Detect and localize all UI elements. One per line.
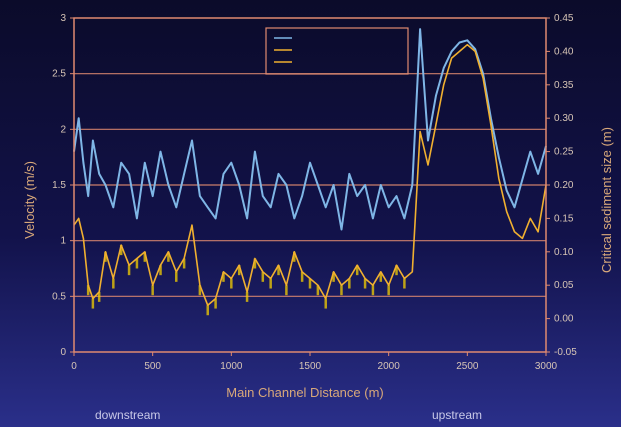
y-right-tick-label-3: 0.10 bbox=[554, 247, 574, 258]
x-tick-label-6: 3000 bbox=[535, 361, 558, 372]
x-tick-label-5: 2500 bbox=[456, 361, 479, 372]
x-axis-ticks: 0 500 1000 1500 2000 2500 3000 bbox=[71, 352, 558, 372]
y-left-tick-label-0: 0 bbox=[60, 347, 66, 358]
y-right-tick-label-4: 0.15 bbox=[554, 213, 574, 224]
y-left-axis-ticks: 0 0.5 1 1.5 2 2.5 3 bbox=[52, 13, 74, 358]
gridlines bbox=[74, 73, 546, 297]
y-right-tick-label-5: 0.20 bbox=[554, 180, 574, 191]
legend bbox=[265, 27, 409, 75]
y-right-tick-label-7: 0.30 bbox=[554, 113, 574, 124]
x-tick-label-0: 0 bbox=[71, 361, 77, 372]
y-right-tick-label-6: 0.25 bbox=[554, 147, 574, 158]
x-axis-title: Main Channel Distance (m) bbox=[226, 385, 384, 400]
velocity-line bbox=[73, 28, 547, 231]
x-tick-label-3: 1500 bbox=[299, 361, 322, 372]
y-left-tick-label-5: 2.5 bbox=[52, 69, 66, 80]
sediment-size-line bbox=[73, 43, 547, 307]
y-right-tick-label-9: 0.40 bbox=[554, 46, 574, 57]
y-left-tick-label-4: 2 bbox=[60, 124, 66, 135]
annotation-downstream: downstream bbox=[95, 408, 160, 422]
annotation-upstream: upstream bbox=[432, 408, 482, 422]
y-right-axis-title: Critical sediment size (m) bbox=[599, 127, 614, 273]
x-tick-label-1: 500 bbox=[144, 361, 161, 372]
y-right-tick-label-1: 0.00 bbox=[554, 314, 574, 325]
x-tick-label-2: 1000 bbox=[220, 361, 243, 372]
y-right-tick-label-2: 0.05 bbox=[554, 280, 574, 291]
y-right-tick-label-8: 0.35 bbox=[554, 80, 574, 91]
y-left-tick-label-3: 1.5 bbox=[52, 180, 66, 191]
y-right-tick-label-10: 0.45 bbox=[554, 13, 574, 24]
x-tick-label-4: 2000 bbox=[378, 361, 401, 372]
y-left-tick-label-6: 3 bbox=[60, 13, 66, 24]
y-left-tick-label-1: 0.5 bbox=[52, 291, 66, 302]
y-left-axis-title: Velocity (m/s) bbox=[22, 161, 37, 239]
y-left-tick-label-2: 1 bbox=[60, 236, 66, 247]
legend-box bbox=[265, 27, 409, 75]
y-right-tick-label-0: -0.05 bbox=[554, 347, 577, 358]
series-layer bbox=[73, 28, 547, 316]
y-right-axis-ticks: -0.05 0.00 0.05 0.10 0.15 0.20 0.25 0.30 0.35 0.4… bbox=[546, 13, 577, 358]
